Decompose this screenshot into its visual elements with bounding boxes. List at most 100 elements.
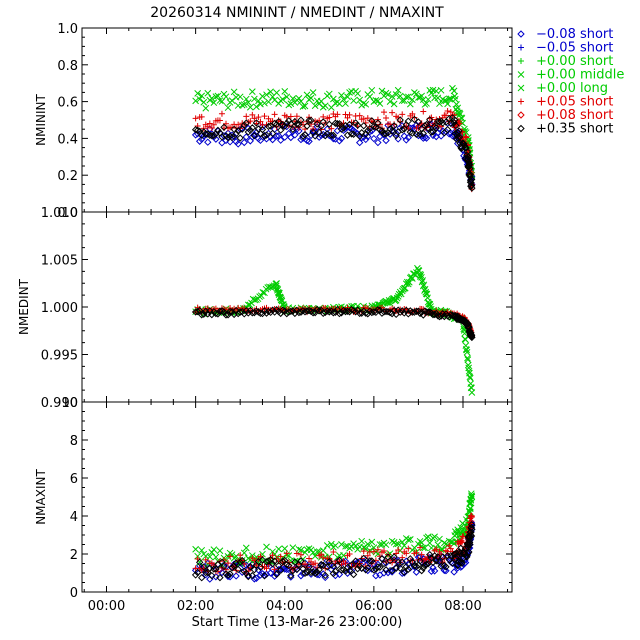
data-point xyxy=(220,562,228,571)
data-point xyxy=(366,93,374,100)
data-point xyxy=(210,565,218,573)
data-point xyxy=(280,301,287,308)
data-point xyxy=(467,175,476,184)
y-tick-label: 1.005 xyxy=(41,254,78,269)
data-point xyxy=(396,116,404,124)
data-point xyxy=(464,354,471,362)
data-point xyxy=(465,367,473,375)
data-point xyxy=(345,120,354,129)
data-point xyxy=(374,563,382,571)
y-tick-label: 1.000 xyxy=(41,301,78,316)
data-point xyxy=(206,564,214,572)
legend-label: +0.00 middle xyxy=(536,68,624,83)
data-point xyxy=(444,108,451,115)
data-point xyxy=(320,554,327,561)
data-point xyxy=(421,561,429,570)
data-point xyxy=(408,129,417,137)
data-point xyxy=(244,301,252,309)
data-point xyxy=(445,95,453,103)
data-point xyxy=(331,571,340,580)
data-point xyxy=(455,127,463,135)
data-point xyxy=(464,356,472,363)
data-point xyxy=(299,569,307,578)
data-point xyxy=(462,129,470,136)
data-point xyxy=(197,573,206,582)
legend-marker xyxy=(517,84,525,92)
x-tick-label: 08:00 xyxy=(444,599,481,614)
data-point xyxy=(406,536,414,543)
data-point xyxy=(244,572,252,581)
data-point xyxy=(236,93,244,101)
data-point xyxy=(222,93,230,101)
data-point xyxy=(429,310,437,319)
y-tick-label: 0.0 xyxy=(57,206,78,221)
data-point xyxy=(412,568,421,576)
data-point xyxy=(251,95,258,103)
data-point xyxy=(289,125,297,134)
data-point xyxy=(337,566,346,574)
data-point xyxy=(287,571,295,580)
data-point xyxy=(424,124,432,132)
data-point xyxy=(246,103,254,111)
data-point xyxy=(283,550,290,557)
data-point xyxy=(467,331,476,339)
data-point xyxy=(210,546,218,553)
data-point xyxy=(456,110,464,118)
data-point xyxy=(358,555,365,562)
data-point xyxy=(374,119,382,127)
data-point xyxy=(303,91,311,99)
data-point xyxy=(360,115,367,122)
data-point xyxy=(466,374,474,382)
data-point xyxy=(405,545,412,552)
data-point xyxy=(337,125,346,133)
data-point xyxy=(344,93,351,101)
data-point xyxy=(227,553,234,560)
data-point xyxy=(362,566,370,574)
data-point xyxy=(332,542,339,549)
data-point xyxy=(274,561,283,570)
data-point xyxy=(315,128,323,137)
data-point xyxy=(466,540,474,549)
data-point xyxy=(271,566,278,573)
data-point xyxy=(328,125,335,132)
data-point xyxy=(468,389,476,396)
data-point xyxy=(291,309,299,318)
data-point xyxy=(399,111,406,118)
data-point xyxy=(395,547,402,554)
data-point xyxy=(426,116,434,124)
data-point xyxy=(302,560,308,567)
data-point xyxy=(410,115,419,124)
data-point xyxy=(343,131,352,139)
data-point xyxy=(258,125,267,134)
data-point xyxy=(309,127,317,135)
data-point xyxy=(408,308,417,316)
data-point xyxy=(263,543,270,551)
x-tick-label: 00:00 xyxy=(88,599,125,614)
data-point xyxy=(333,561,342,570)
data-point xyxy=(329,569,338,578)
data-point xyxy=(416,130,424,139)
data-point xyxy=(342,542,349,550)
data-point xyxy=(297,546,305,554)
data-point xyxy=(403,278,411,286)
data-point xyxy=(420,281,428,289)
data-point xyxy=(303,122,311,130)
data-point xyxy=(360,554,368,563)
data-point xyxy=(335,137,344,145)
data-point xyxy=(382,307,390,316)
data-point xyxy=(299,103,307,110)
data-point xyxy=(457,538,464,545)
data-point xyxy=(383,114,390,121)
data-point xyxy=(235,121,242,128)
data-point xyxy=(398,569,406,578)
data-point xyxy=(242,133,250,141)
data-point xyxy=(315,565,323,574)
data-point xyxy=(285,308,293,316)
data-point xyxy=(400,568,408,576)
data-point xyxy=(335,120,344,128)
data-point xyxy=(392,540,400,548)
data-point xyxy=(434,94,442,102)
data-point xyxy=(358,537,366,545)
data-point xyxy=(264,122,273,131)
legend-marker xyxy=(517,30,525,38)
